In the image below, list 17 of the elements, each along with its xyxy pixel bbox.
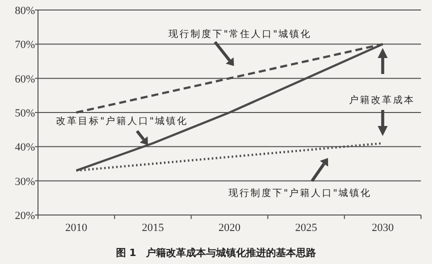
y-tick-label: 60% — [14, 73, 35, 86]
annotation: 改革目标"户籍人口"城镇化 — [56, 115, 188, 127]
x-tick-label: 2010 — [65, 222, 88, 234]
y-tick-label: 70% — [14, 39, 35, 52]
y-tick-label: 80% — [14, 5, 35, 17]
x-tick-label: 2020 — [218, 222, 241, 234]
x-tick-label: 2015 — [142, 222, 164, 234]
annotation: 户籍改革成本 — [349, 94, 415, 106]
y-tick-label: 50% — [14, 108, 35, 120]
annotation: 现行制度下"户籍人口"城镇化 — [228, 187, 372, 199]
annotation: 现行制度下"常住人口"城镇化 — [168, 28, 312, 40]
y-tick-label: 30% — [14, 176, 35, 188]
y-tick-label: 40% — [14, 142, 35, 154]
x-tick-label: 2030 — [372, 222, 394, 234]
x-tick-label: 2025 — [295, 222, 318, 234]
y-tick-label: 20% — [14, 210, 35, 222]
text: 图 1 户籍改革成本与城镇化推进的基本思路 — [116, 247, 316, 259]
